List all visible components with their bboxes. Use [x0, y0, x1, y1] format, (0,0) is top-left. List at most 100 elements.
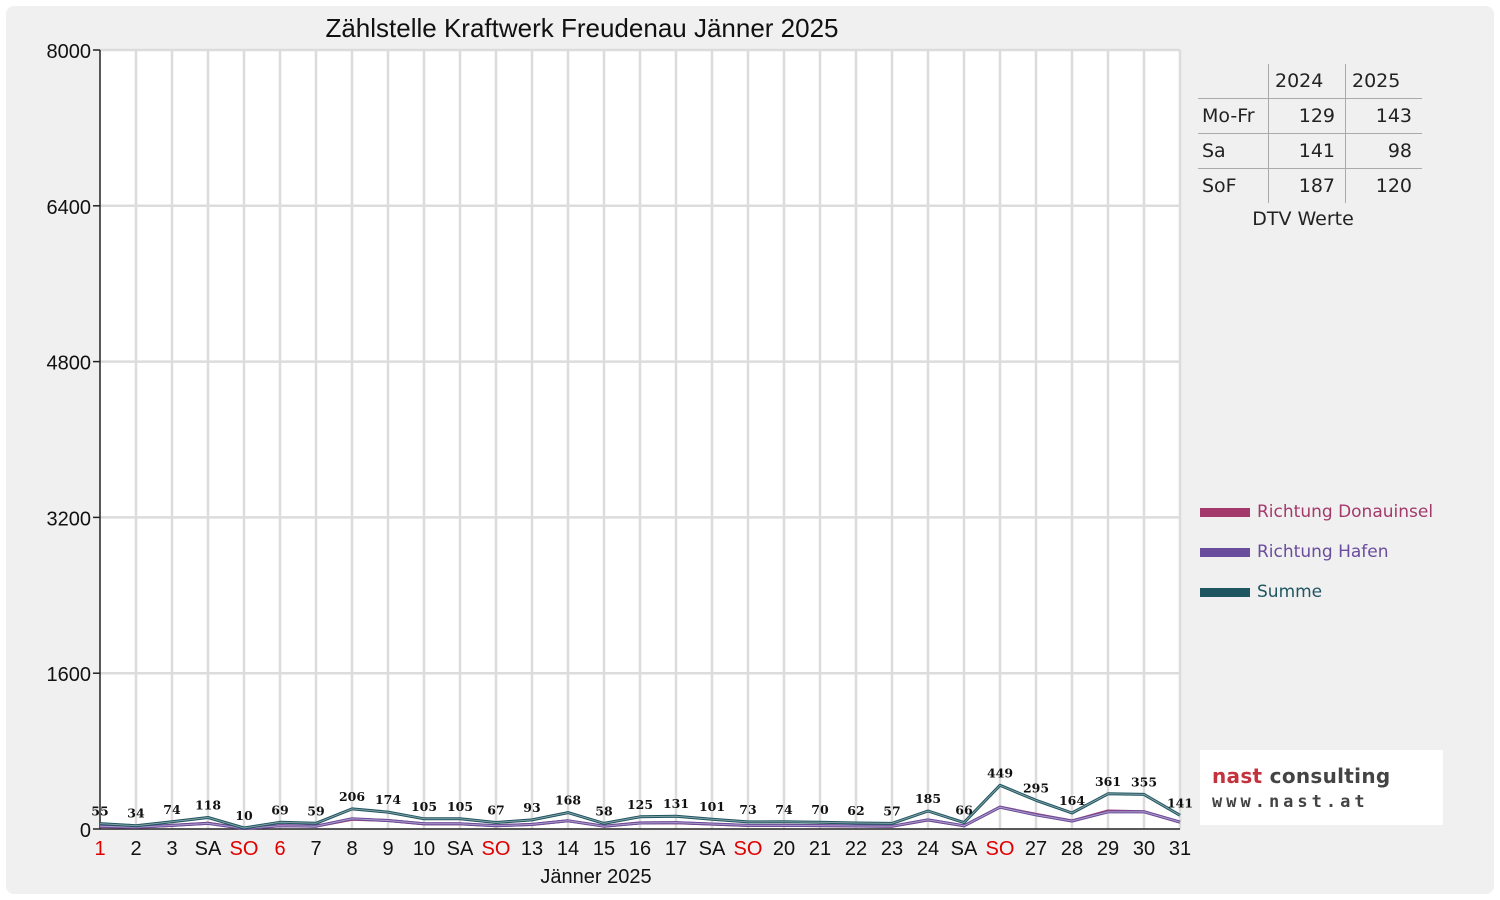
- data-label: 69: [271, 802, 288, 817]
- legend-item-donauinsel: Richtung Donauinsel: [1200, 492, 1433, 532]
- x-tick-label: 23: [881, 838, 903, 860]
- data-label: 101: [699, 799, 725, 814]
- data-label: 168: [555, 793, 581, 808]
- y-tick-label: 8000: [47, 41, 92, 63]
- dtv-header-2025: 2025: [1345, 64, 1422, 99]
- x-tick-label: 8: [346, 838, 357, 860]
- legend-label: Richtung Donauinsel: [1257, 502, 1434, 522]
- dtv-row-sa: Sa 141 98: [1198, 133, 1422, 169]
- series-line: [99, 805, 1181, 830]
- logo-url: www.nast.at: [1212, 792, 1369, 812]
- x-tick-label: 30: [1133, 838, 1155, 860]
- x-tick-label: 15: [593, 838, 615, 860]
- x-tick-label: 6: [274, 838, 285, 860]
- x-tick-label: 13: [521, 838, 543, 860]
- x-tick-label: 31: [1169, 838, 1191, 860]
- data-label: 55: [91, 804, 108, 819]
- data-label: 66: [955, 803, 973, 818]
- series-line: [99, 783, 1181, 830]
- dtv-cell-2024: 187: [1268, 168, 1346, 203]
- dtv-row-mofr: Mo-Fr 129 143: [1198, 98, 1422, 134]
- x-axis-title: Jänner 2025: [540, 866, 651, 888]
- dtv-cell-2025: 143: [1345, 98, 1422, 134]
- dtv-header-2024: 2024: [1268, 64, 1346, 99]
- x-tick-label: 21: [809, 838, 831, 860]
- x-tick-label: 2: [130, 838, 141, 860]
- dtv-caption: DTV Werte: [1252, 208, 1354, 230]
- logo-word-nast: nast: [1212, 764, 1263, 788]
- data-label: 34: [127, 806, 145, 821]
- data-label: 449: [987, 765, 1013, 780]
- nast-consulting-logo: nast consulting www.nast.at: [1200, 750, 1443, 825]
- y-tick-label: 1600: [47, 664, 92, 686]
- x-tick-label: 29: [1097, 838, 1119, 860]
- x-tick-label: 16: [629, 838, 651, 860]
- x-tick-label: SO: [482, 838, 511, 860]
- x-tick-label: 20: [773, 838, 795, 860]
- data-label: 74: [775, 802, 793, 817]
- data-label: 206: [339, 789, 365, 804]
- x-tick-label: SA: [447, 838, 474, 860]
- x-tick-label: 27: [1025, 838, 1047, 860]
- data-label: 361: [1095, 774, 1121, 789]
- x-tick-label: 24: [917, 838, 939, 860]
- y-tick-label: 4800: [47, 353, 92, 375]
- chart-title: Zählstelle Kraftwerk Freudenau Jänner 20…: [325, 13, 838, 43]
- dtv-header-row: 2024 2025: [1198, 64, 1422, 99]
- x-tick-label: SO: [230, 838, 259, 860]
- data-label: 59: [307, 803, 324, 818]
- x-tick-label: SO: [734, 838, 763, 860]
- x-tick-label: 22: [845, 838, 867, 860]
- data-label: 164: [1059, 793, 1085, 808]
- data-label: 70: [811, 802, 829, 817]
- x-tick-label: SO: [986, 838, 1015, 860]
- data-label: 67: [487, 802, 504, 817]
- x-tick-label: 3: [166, 838, 177, 860]
- data-label: 131: [663, 796, 689, 811]
- data-label: 57: [883, 803, 900, 818]
- legend-swatch: [1200, 507, 1250, 517]
- data-label: 73: [739, 802, 756, 817]
- legend-label: Summe: [1257, 582, 1323, 602]
- x-tick-label: SA: [699, 838, 726, 860]
- dtv-row-label: Mo-Fr: [1198, 98, 1269, 134]
- data-label: 174: [375, 792, 401, 807]
- legend-label: Richtung Hafen: [1257, 542, 1389, 562]
- dtv-header-blank: [1198, 64, 1269, 99]
- data-label: 105: [411, 799, 437, 814]
- x-tick-label: 14: [557, 838, 579, 860]
- x-tick-label: 1: [94, 838, 105, 860]
- dtv-cell-2024: 129: [1268, 98, 1346, 134]
- chart-legend: Richtung Donauinsel Richtung Hafen Summe: [1200, 492, 1433, 612]
- logo-word-consulting: consulting: [1269, 764, 1391, 788]
- dtv-row-sof: SoF 187 120: [1198, 168, 1422, 203]
- data-label: 355: [1131, 774, 1157, 789]
- dtv-row-label: Sa: [1198, 133, 1269, 169]
- dtv-table: 2024 2025 Mo-Fr 129 143 Sa 141 98 SoF 18…: [1198, 64, 1422, 203]
- data-label: 118: [195, 798, 221, 813]
- x-tick-label: 7: [310, 838, 321, 860]
- dtv-cell-2025: 98: [1345, 133, 1422, 169]
- data-label: 141: [1167, 795, 1193, 810]
- dtv-row-label: SoF: [1198, 168, 1269, 203]
- y-tick-label: 0: [80, 820, 91, 842]
- data-label: 185: [915, 791, 941, 806]
- x-tick-label: 9: [382, 838, 393, 860]
- series-line-highlight: [99, 784, 1181, 829]
- x-tick-label: 28: [1061, 838, 1083, 860]
- x-tick-label: 10: [413, 838, 435, 860]
- data-label: 93: [523, 800, 540, 815]
- logo-name: nast consulting: [1212, 764, 1390, 788]
- data-label: 10: [235, 808, 253, 823]
- dtv-cell-2025: 120: [1345, 168, 1422, 203]
- x-tick-label: 17: [665, 838, 687, 860]
- series-line-highlight: [99, 806, 1181, 830]
- x-tick-label: SA: [195, 838, 222, 860]
- legend-item-summe: Summe: [1200, 572, 1433, 612]
- data-label: 295: [1023, 780, 1049, 795]
- data-label: 74: [163, 802, 181, 817]
- data-label: 58: [595, 803, 613, 818]
- data-label: 62: [847, 803, 864, 818]
- legend-item-hafen: Richtung Hafen: [1200, 532, 1433, 572]
